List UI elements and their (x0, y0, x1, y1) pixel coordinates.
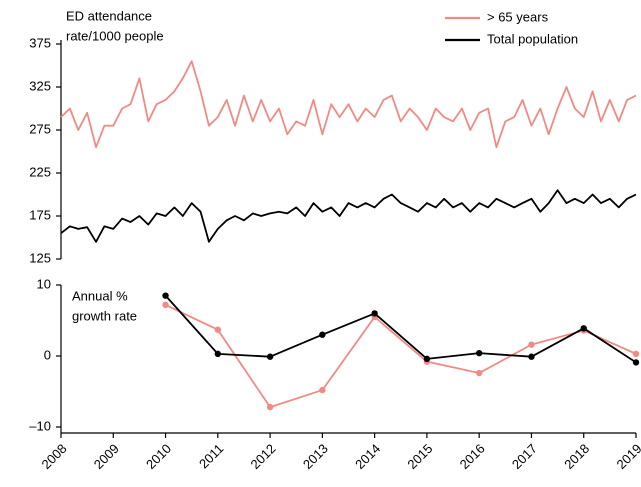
legend-label: Total population (487, 31, 578, 46)
legend-label: > 65 years (487, 9, 549, 24)
point (475, 369, 483, 377)
y-tick-label: 325 (29, 78, 51, 93)
x-tick-label: 2018 (561, 441, 592, 472)
series-line (60, 60, 637, 149)
y-tick-label: 125 (29, 250, 51, 265)
x-tick-label: 2011 (196, 441, 226, 471)
series-line (164, 295, 637, 364)
y-tick-label: 375 (29, 35, 51, 50)
y-tick-label: 225 (29, 164, 51, 179)
point (162, 301, 169, 309)
point (319, 386, 326, 394)
point (528, 353, 535, 360)
y-axis-label: growth rate (72, 308, 137, 323)
point (371, 310, 378, 317)
x-tick-label: 2019 (613, 441, 641, 472)
point (423, 355, 431, 363)
point (162, 292, 169, 299)
series-line (165, 304, 637, 409)
x-tick-label: 2014 (352, 441, 383, 472)
point (266, 353, 274, 360)
y-axis-label: rate/1000 people (66, 28, 164, 43)
y-tick-label: 175 (29, 207, 51, 222)
point (580, 325, 587, 332)
point (214, 326, 222, 333)
x-tick-label: 2017 (509, 441, 540, 472)
y-tick-label: 10 (37, 276, 51, 291)
x-tick-label: 2013 (300, 441, 331, 472)
y-tick-label: 0 (44, 347, 51, 362)
y-tick-label: 275 (29, 121, 51, 136)
point (632, 350, 640, 358)
y-tick-label: –10 (29, 418, 51, 433)
x-tick-label: 2016 (457, 441, 488, 472)
point (214, 350, 222, 358)
point (475, 349, 483, 357)
x-tick-label: 2015 (404, 441, 435, 472)
series-line (60, 189, 637, 243)
x-tick-label: 2009 (91, 441, 122, 472)
point (632, 359, 640, 366)
point (319, 331, 326, 338)
x-tick-label: 2010 (143, 441, 174, 472)
x-tick-label: 2008 (38, 441, 69, 472)
point (266, 403, 274, 411)
point (528, 341, 535, 348)
y-axis-label: Annual % (72, 288, 128, 303)
x-tick-label: 2012 (248, 441, 279, 472)
y-axis-label: ED attendance (66, 8, 152, 23)
